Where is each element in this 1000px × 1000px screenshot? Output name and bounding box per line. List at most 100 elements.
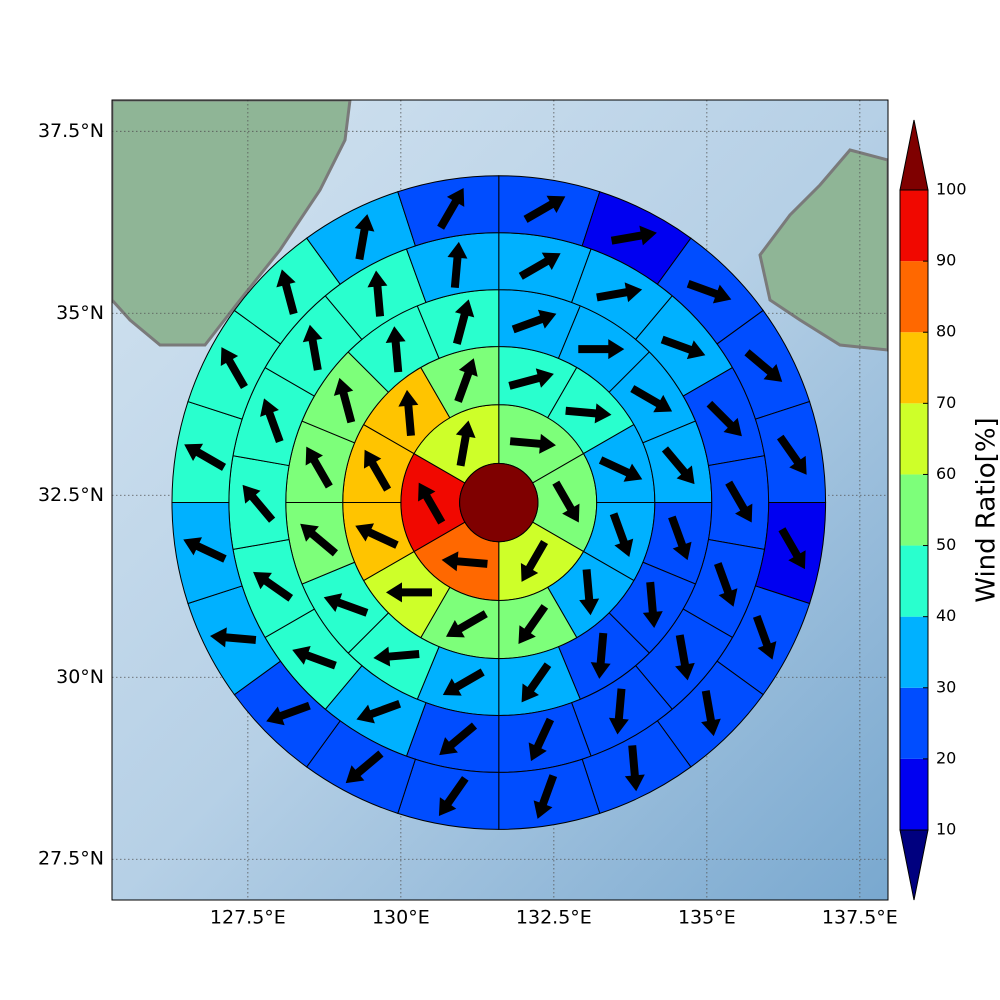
wind-arrow — [675, 634, 695, 681]
wind-arrow — [438, 776, 469, 817]
wind-arrow — [508, 368, 554, 390]
colorbar-bin — [900, 403, 928, 475]
colorbar-tick-label: 100 — [936, 180, 967, 199]
wind-arrow — [642, 581, 663, 628]
wind-arrow — [184, 443, 227, 471]
wind-arrow — [305, 446, 333, 489]
y-tick-label: 27.5°N — [38, 848, 104, 870]
wind-arrow — [253, 571, 294, 602]
wind-arrow — [355, 523, 399, 549]
wind-arrow — [552, 480, 580, 523]
wind-arrow — [345, 750, 384, 784]
wind-arrow — [266, 701, 311, 726]
wind-arrow — [725, 480, 753, 523]
wind-arrow — [363, 449, 392, 492]
colorbar-label: Wind Ratio[%] — [972, 417, 1000, 602]
colorbar-tick-label: 40 — [936, 606, 956, 625]
arrows — [183, 187, 807, 819]
wind-arrow — [528, 717, 555, 762]
colorbar-bin — [900, 687, 928, 759]
colorbar-tick-label: 30 — [936, 677, 956, 696]
wind-arrow — [183, 537, 227, 563]
colorbar-bin — [900, 332, 928, 404]
wind-arrow — [776, 434, 807, 475]
colorbar-tick-label: 60 — [936, 464, 956, 483]
y-tick-label: 30°N — [56, 666, 104, 688]
wind-arrow — [276, 269, 298, 315]
wind-arrow — [354, 214, 375, 261]
wind-arrow — [565, 403, 612, 424]
colorbar-tick-label: 80 — [936, 322, 956, 341]
x-tick-label: 130°E — [372, 907, 430, 929]
x-tick-label: 135°E — [678, 907, 736, 929]
wind-arrow — [455, 420, 476, 467]
center-disk — [459, 462, 539, 543]
colorbar-bin — [900, 474, 928, 546]
wind-arrow — [385, 326, 406, 373]
wind-arrow — [447, 241, 468, 289]
x-tick-label: 127.5°E — [210, 907, 286, 929]
wind-arrow — [373, 646, 420, 667]
colorbar-bin — [900, 616, 928, 688]
x-tick-label: 132.5°E — [516, 907, 592, 929]
ticks: 127.5°E 130°E 132.5°E 135°E 137.5°E 27.5°N 30°… — [38, 120, 898, 929]
wind-arrow — [701, 690, 721, 737]
sectors — [171, 175, 827, 830]
wind-arrow — [518, 604, 549, 645]
wind-arrow — [668, 515, 692, 561]
wind-arrow — [596, 282, 643, 303]
wind-arrow — [608, 688, 629, 735]
wind-arrow — [260, 398, 284, 443]
wind-arrow — [744, 349, 783, 382]
colorbar-over — [899, 119, 929, 191]
wind-arrow — [454, 358, 478, 403]
colorbar-frame — [899, 189, 929, 831]
wind-arrow — [518, 252, 561, 280]
wind-arrow — [660, 335, 706, 360]
wind-arrow — [333, 377, 356, 424]
wind-arrow — [714, 562, 738, 607]
wind-arrow — [242, 484, 276, 523]
wind-arrow — [441, 551, 488, 572]
wind-arrow — [418, 482, 446, 525]
wind-arrow — [590, 632, 611, 679]
wind-arrow — [367, 270, 388, 317]
colorbar-bin — [900, 190, 928, 262]
colorbar-tick-label: 10 — [936, 820, 956, 839]
wind-arrow — [323, 593, 369, 617]
colorbar-tick-label: 50 — [936, 535, 956, 554]
wind-arrow — [437, 187, 465, 230]
wind-arrow — [445, 610, 488, 638]
colorbar-bin — [900, 261, 928, 333]
wind-arrow — [452, 299, 475, 345]
colorbar-under — [899, 829, 929, 901]
wind-arrow — [609, 512, 634, 558]
wind-arrow — [706, 400, 742, 437]
wind-arrow — [302, 324, 323, 371]
wind-arrow — [210, 627, 257, 648]
colorbar-bin — [900, 545, 928, 617]
wind-arrow — [686, 279, 732, 304]
wind-arrow — [520, 539, 549, 582]
wind-arrow — [442, 668, 485, 696]
wind-arrow — [610, 225, 657, 246]
colorbar-tick-label: 90 — [936, 251, 956, 270]
wind-arrow — [521, 662, 552, 703]
colorbar-tick-label: 20 — [936, 748, 956, 767]
wind-arrow — [439, 722, 478, 756]
wind-arrow — [752, 615, 777, 660]
wind-arrow — [523, 195, 566, 223]
wind-arrow — [385, 582, 432, 603]
colorbar: 10 20 30 40 50 60 70 80 90 100 — [899, 119, 967, 901]
wind-arrow — [509, 433, 556, 454]
land — [758, 148, 888, 352]
wind-arrow — [292, 645, 337, 670]
wind-arrow — [398, 389, 419, 437]
y-tick-label: 37.5°N — [38, 120, 104, 142]
plot-frame — [111, 99, 889, 901]
wind-arrow — [356, 700, 402, 724]
y-tick-label: 35°N — [56, 302, 104, 324]
wind-arrow — [778, 527, 806, 570]
wind-arrow — [579, 569, 600, 616]
